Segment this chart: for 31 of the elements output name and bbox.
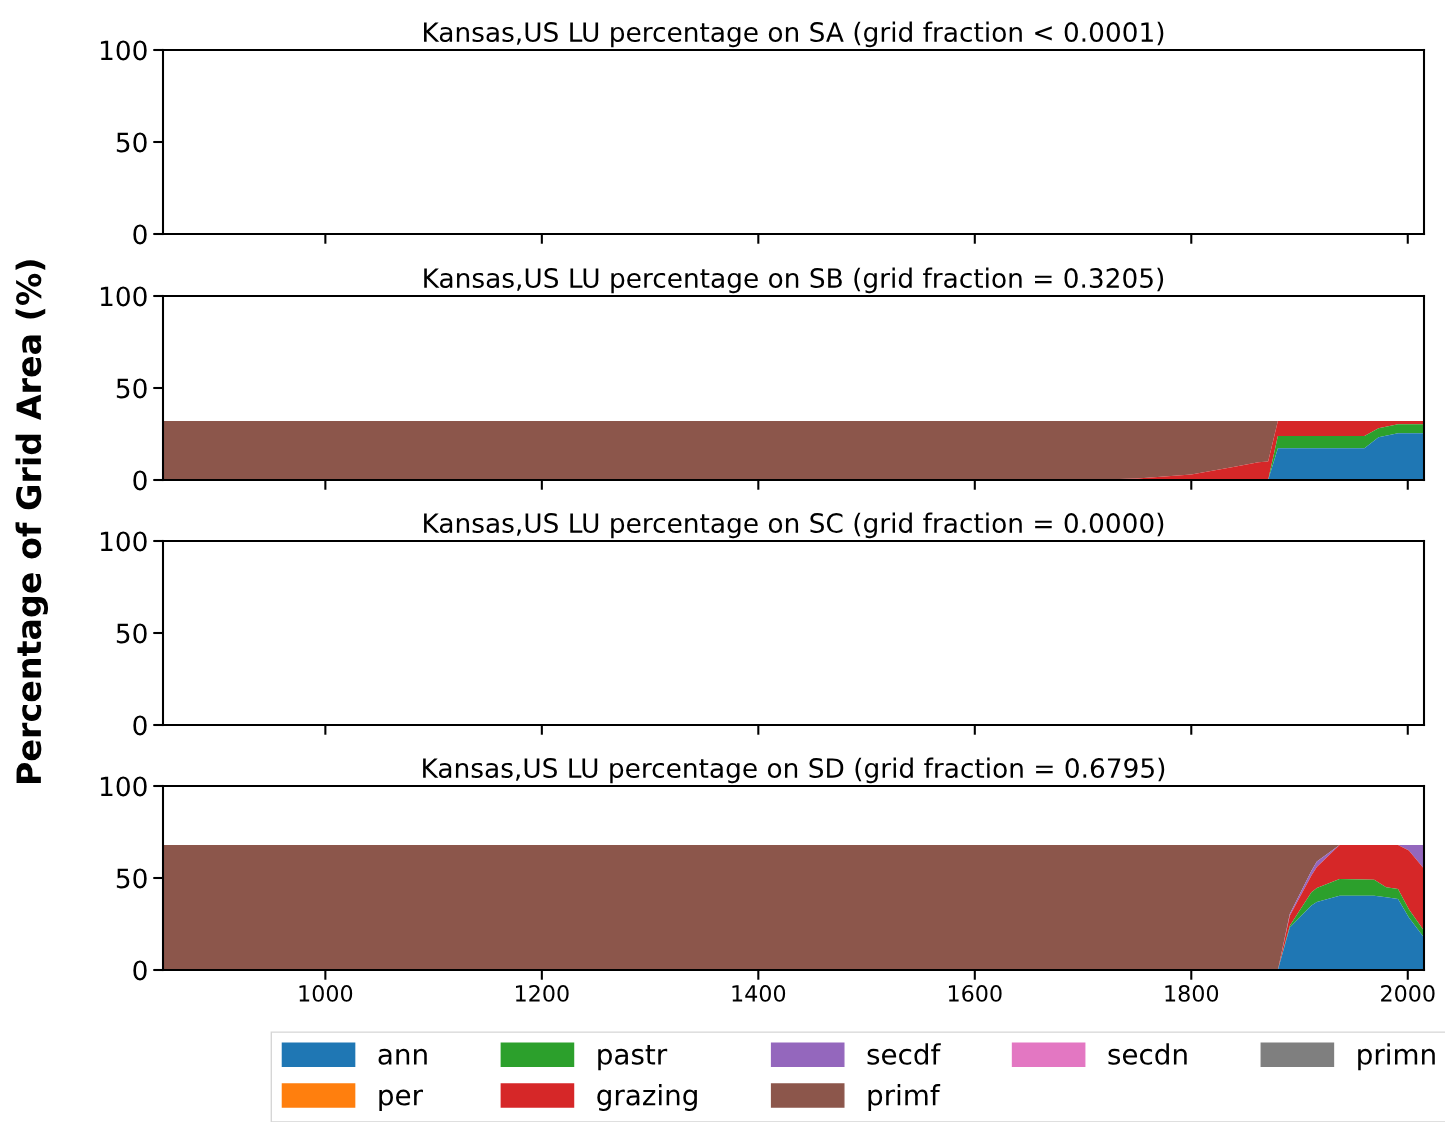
chart-title: Kansas,US LU percentage on SC (grid fraction = 0.0000) <box>424 512 1164 539</box>
y-tick-label: 0 <box>133 960 147 981</box>
legend-label: secdn <box>1108 1043 1187 1065</box>
x-tick-label: 1000 <box>299 984 353 1002</box>
chart-title: Kansas,US LU percentage on SA (grid fraction < 0.0001) <box>424 21 1164 48</box>
chart-title: Kansas,US LU percentage on SD (grid fraction = 0.6795) <box>423 757 1165 784</box>
legend-label: per <box>379 1089 424 1111</box>
x-tick-label: 1200 <box>516 984 569 1002</box>
y-tick-label: 100 <box>100 40 147 61</box>
y-tick-label: 0 <box>133 715 147 736</box>
y-tick-label: 100 <box>100 776 147 797</box>
legend-label: primf <box>868 1084 941 1111</box>
legend-label: ann <box>378 1048 427 1065</box>
y-tick-label: 100 <box>100 286 147 307</box>
legend-label: grazing <box>597 1084 697 1111</box>
x-tick-label: 2000 <box>1381 984 1435 1002</box>
y-tick-label: 0 <box>133 470 147 491</box>
legend-label: primn <box>1358 1043 1435 1071</box>
y-tick-label: 50 <box>116 868 147 889</box>
x-tick-label: 1400 <box>732 984 786 1002</box>
x-tick-label: 1600 <box>948 984 1002 1002</box>
x-tick-label: 1800 <box>1165 984 1219 1002</box>
legend-label: pastr <box>598 1044 668 1071</box>
y-tick-label: 0 <box>133 224 147 245</box>
y-tick-label: 50 <box>116 623 147 644</box>
y-axis-title: Percentage of Grid Area (%) <box>15 260 49 783</box>
chart-title: Kansas,US LU percentage on SB (grid fraction = 0.3205) <box>424 267 1164 294</box>
y-tick-label: 100 <box>100 531 147 552</box>
y-tick-label: 50 <box>116 378 147 399</box>
y-tick-label: 50 <box>116 132 147 153</box>
legend-label: secdf <box>867 1043 941 1065</box>
